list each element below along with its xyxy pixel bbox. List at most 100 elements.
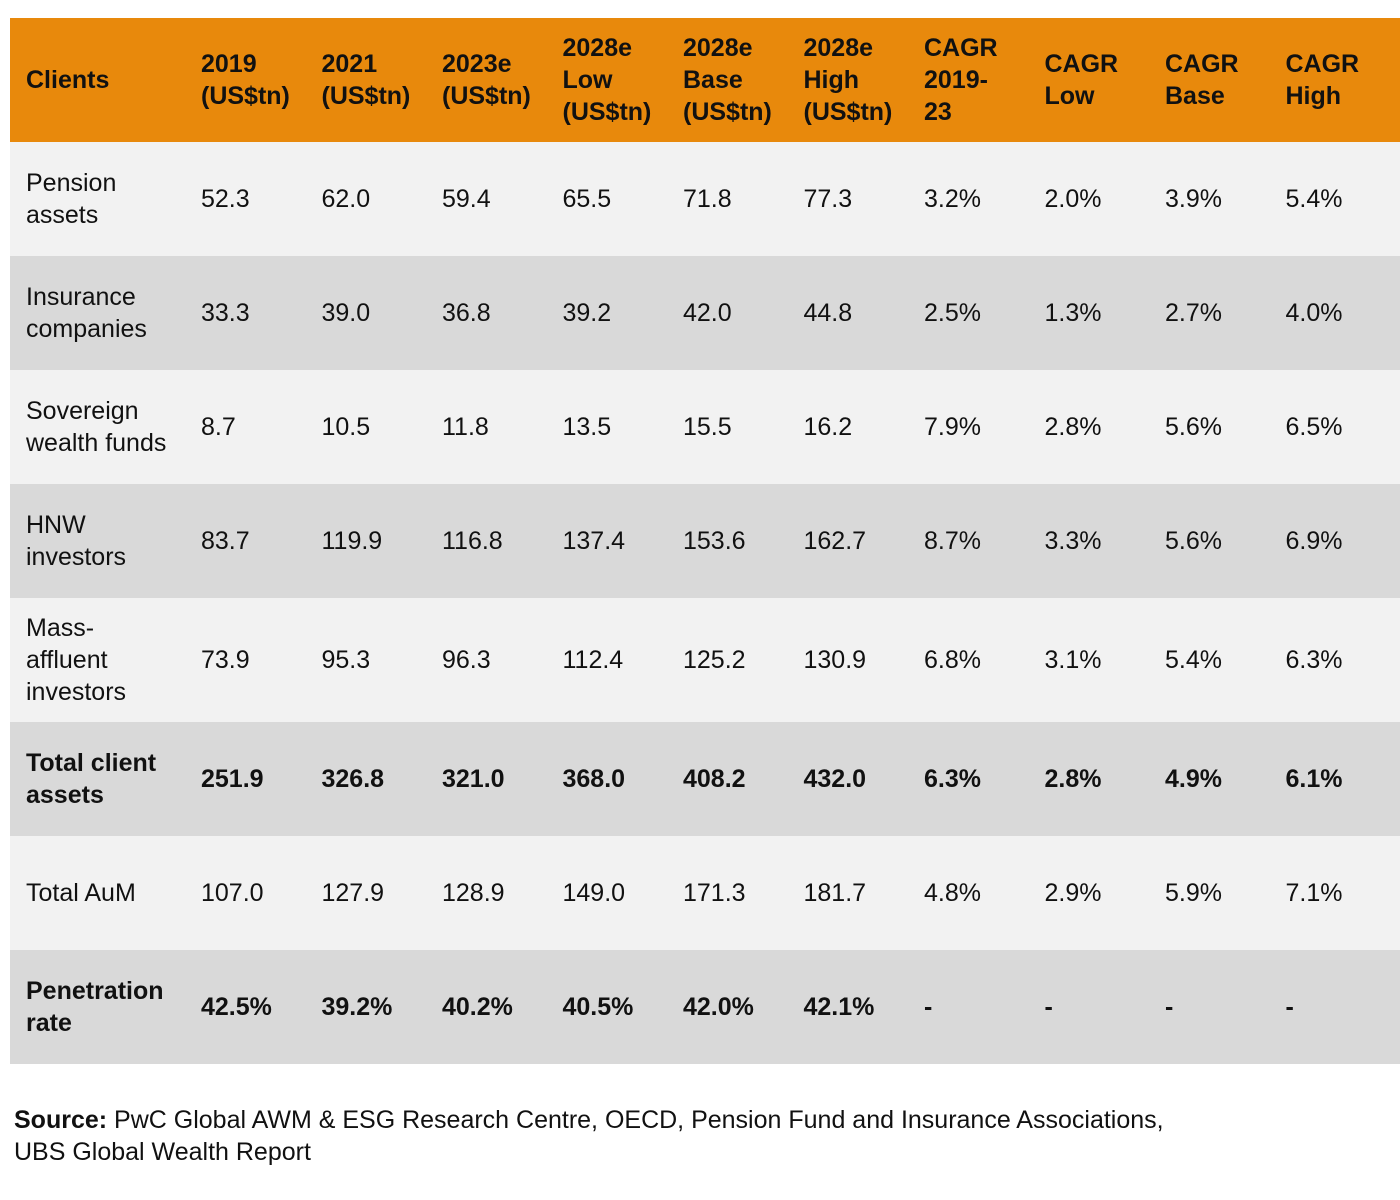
row-label: Total AuM — [26, 879, 136, 907]
data-cell: 52.3 — [201, 185, 250, 213]
data-cell: 6.1% — [1285, 765, 1343, 793]
data-cell: 162.7 — [803, 527, 867, 555]
data-cell: 71.8 — [683, 185, 732, 213]
data-cell: 251.9 — [201, 765, 264, 793]
data-cell: 11.8 — [442, 413, 489, 441]
data-cell: 181.7 — [803, 879, 867, 907]
data-cell: 77.3 — [803, 185, 853, 213]
data-cell: 130.9 — [803, 646, 867, 674]
data-cell: 83.7 — [201, 527, 250, 555]
data-cell: 125.2 — [683, 646, 746, 674]
data-cell: 39.0 — [321, 299, 371, 327]
data-cell: 321.0 — [442, 765, 505, 793]
table-row: Mass- affluent investors 73.9 95.3 96.3 112.… — [10, 598, 1400, 722]
data-cell: 6.9% — [1285, 527, 1343, 555]
header-row: Clients 2019 (US$tn) 2021 (US$tn) 2023e (US… — [10, 18, 1400, 142]
data-cell: 2.8% — [1044, 413, 1102, 441]
data-cell: 40.2% — [442, 993, 513, 1021]
data-cell: 119.9 — [321, 527, 383, 555]
data-cell: 5.4% — [1285, 185, 1343, 213]
data-cell: 6.3% — [1285, 646, 1343, 674]
data-cell: 107.0 — [201, 879, 264, 907]
table-row: Sovereign wealth funds 8.7 10.5 11.8 13.5 15.… — [10, 370, 1400, 484]
data-cell: 2.7% — [1165, 299, 1222, 327]
data-cell: 2.0% — [1044, 185, 1102, 213]
data-cell: 42.0% — [683, 993, 754, 1021]
data-cell: 42.0 — [683, 299, 732, 327]
data-cell: 8.7 — [201, 413, 236, 441]
data-cell: 42.5% — [201, 993, 272, 1021]
row-label: Penetration rate — [26, 977, 164, 1037]
data-cell: 62.0 — [321, 185, 371, 213]
data-cell: 15.5 — [683, 413, 732, 441]
data-cell: 149.0 — [562, 879, 626, 907]
data-cell: 44.8 — [803, 299, 853, 327]
data-cell: 112.4 — [562, 646, 624, 674]
header-cell: 2021 (US$tn) — [321, 50, 411, 110]
table-row: Insurance companies 33.3 39.0 36.8 39.2 42.0 4… — [10, 256, 1400, 370]
data-cell: 40.5% — [562, 993, 634, 1021]
table-header: Clients 2019 (US$tn) 2021 (US$tn) 2023e (US… — [10, 18, 1400, 142]
row-label: Insurance companies — [26, 283, 147, 343]
data-cell: 3.9% — [1165, 185, 1222, 213]
header-cell: CAGR High — [1285, 50, 1360, 110]
row-label: Sovereign wealth funds — [26, 397, 167, 457]
table-row: Pension assets 52.3 62.0 59.4 65.5 71.8 77.3 3.… — [10, 142, 1400, 256]
data-cell: 4.9% — [1165, 765, 1222, 793]
data-cell: 408.2 — [683, 765, 746, 793]
data-cell: 7.9% — [924, 413, 981, 441]
data-cell: 95.3 — [321, 646, 371, 674]
data-cell: 5.6% — [1165, 527, 1222, 555]
data-cell: 127.9 — [321, 879, 385, 907]
data-cell: 116.8 — [442, 527, 503, 555]
row-label: Total client assets — [26, 749, 157, 809]
data-cell: 8.7% — [924, 527, 981, 555]
data-cell: 65.5 — [562, 185, 612, 213]
table-row: Total client assets 251.9 326.8 321.0 368.0 4… — [10, 722, 1400, 836]
header-cell: 2019 (US$tn) — [201, 50, 290, 110]
data-cell: 7.1% — [1285, 879, 1343, 907]
source-note: Source: PwC Global AWM & ESG Research Ce… — [14, 1104, 1164, 1168]
data-cell: 36.8 — [442, 299, 491, 327]
data-cell: 5.9% — [1165, 879, 1222, 907]
data-cell: 59.4 — [442, 185, 491, 213]
data-cell: - — [1165, 993, 1174, 1021]
table-row: HNW investors 83.7 119.9 116.8 137.4 153.6 162… — [10, 484, 1400, 598]
data-cell: 171.3 — [683, 879, 746, 907]
data-cell: 6.3% — [924, 765, 981, 793]
data-cell: 2.5% — [924, 299, 981, 327]
data-cell: - — [924, 993, 933, 1021]
header-cell: 2028e High (US$tn) — [803, 34, 893, 126]
data-table: Clients 2019 (US$tn) 2021 (US$tn) 2023e (US… — [10, 18, 1400, 1064]
data-cell: 137.4 — [562, 527, 626, 555]
data-cell: 153.6 — [683, 527, 746, 555]
data-cell: 16.2 — [803, 413, 853, 441]
data-cell: 432.0 — [803, 765, 867, 793]
data-cell: 73.9 — [201, 646, 250, 674]
data-cell: 326.8 — [321, 765, 385, 793]
source-label: Source: — [14, 1106, 108, 1134]
data-cell: 39.2% — [321, 993, 393, 1021]
header-cell: 2023e (US$tn) — [442, 50, 531, 110]
data-cell: 4.8% — [924, 879, 981, 907]
header-cell: CAGR Low — [1044, 50, 1119, 110]
data-cell: 6.8% — [924, 646, 981, 674]
header-cell: 2028e Base (US$tn) — [683, 34, 772, 126]
table-row: Total AuM 107.0 127.9 128.9 149.0 171.3 181.7 4… — [10, 836, 1400, 950]
header-cell: Clients — [26, 66, 110, 94]
data-cell: 368.0 — [562, 765, 626, 793]
data-cell: 5.6% — [1165, 413, 1222, 441]
data-cell: 42.1% — [803, 993, 875, 1021]
source-text: PwC Global AWM & ESG Research Centre, OE… — [14, 1106, 1164, 1166]
table-body: Pension assets 52.3 62.0 59.4 65.5 71.8 77.3 3.… — [10, 142, 1400, 1064]
header-cell: CAGR 2019- 23 — [924, 34, 998, 126]
data-cell: - — [1044, 993, 1053, 1021]
data-cell: 4.0% — [1285, 299, 1343, 327]
row-label: Pension assets — [26, 169, 117, 229]
data-cell: 5.4% — [1165, 646, 1222, 674]
data-cell: 128.9 — [442, 879, 505, 907]
data-cell: 3.3% — [1044, 527, 1102, 555]
data-cell: - — [1285, 993, 1294, 1021]
header-cell: CAGR Base — [1165, 50, 1239, 110]
